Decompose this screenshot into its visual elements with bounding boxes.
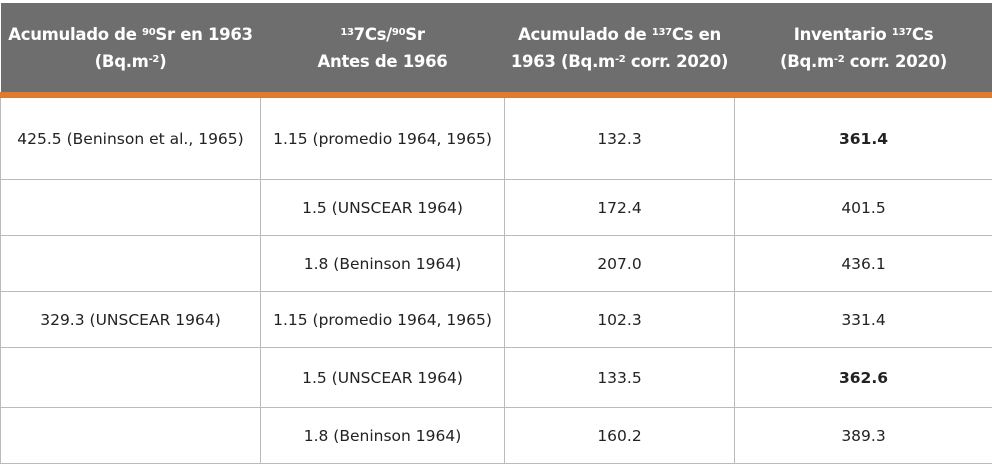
header-text: Antes de 1966: [317, 51, 448, 71]
table-cell: 172.4: [504, 179, 735, 236]
table-cell: 1.5 (UNSCEAR 1964): [260, 179, 505, 236]
table-row: 1.8 (Beninson 1964) 160.2 389.3: [0, 407, 992, 464]
table-cell: 1.8 (Beninson 1964): [260, 235, 505, 292]
header-text: Inventario: [793, 24, 892, 44]
table-row: 329.3 (UNSCEAR 1964) 1.15 (promedio 1964,…: [0, 291, 992, 348]
table-cell: 102.3: [504, 291, 735, 348]
table-cell: 1.8 (Beninson 1964): [260, 407, 505, 464]
table-cell: 133.5: [504, 347, 735, 408]
header-text: 1963 (Bq.m: [510, 51, 615, 71]
table-cell: [0, 347, 261, 408]
superscript: -2: [614, 53, 626, 65]
table-cell: 329.3 (UNSCEAR 1964): [0, 291, 261, 348]
column-header: Acumulado de 90Sr en 1963 (Bq.m-2): [0, 3, 261, 98]
header-text: (Bq.m: [779, 51, 834, 71]
header-row: Acumulado de 90Sr en 1963 (Bq.m-2) 137Cs/9…: [0, 3, 992, 98]
table-row: 1.5 (UNSCEAR 1964) 172.4 401.5: [0, 179, 992, 236]
table-cell: 361.4: [734, 94, 992, 180]
header-text: Acumulado de: [8, 24, 143, 44]
table-cell: 1.5 (UNSCEAR 1964): [260, 347, 505, 408]
header-text: (Bq.m: [94, 51, 149, 71]
header-text: ): [159, 51, 167, 71]
column-header: Inventario 137Cs (Bq.m-2 corr. 2020): [734, 3, 992, 98]
table-cell: 389.3: [734, 407, 992, 464]
table-cell: 331.4: [734, 291, 992, 348]
header-text: corr. 2020): [625, 51, 729, 71]
column-header: Acumulado de 137Cs en 1963 (Bq.m-2 corr. …: [504, 3, 735, 98]
table-cell: [0, 235, 261, 292]
table-cell: 436.1: [734, 235, 992, 292]
superscript: 90: [391, 26, 406, 38]
superscript: 137: [651, 26, 672, 38]
header-text: 7Cs/: [353, 24, 393, 44]
header-text: corr. 2020): [844, 51, 948, 71]
table-cell: 425.5 (Beninson et al., 1965): [0, 94, 261, 180]
superscript: 90: [142, 26, 156, 38]
data-table: Acumulado de 90Sr en 1963 (Bq.m-2) 137Cs/9…: [0, 3, 992, 464]
table-cell: [0, 179, 261, 236]
header-text: Sr: [405, 24, 425, 44]
table-cell: 1.15 (promedio 1964, 1965): [260, 94, 505, 180]
table-row: 1.5 (UNSCEAR 1964) 133.5 362.6: [0, 347, 992, 408]
header-text: Cs en: [671, 24, 721, 44]
header-text: Sr en 1963: [155, 24, 253, 44]
table-cell: 401.5: [734, 179, 992, 236]
superscript: -2: [833, 53, 845, 65]
table-row: 1.8 (Beninson 1964) 207.0 436.1: [0, 235, 992, 292]
table-cell: 207.0: [504, 235, 735, 292]
table-cell: [0, 407, 261, 464]
table-row: 425.5 (Beninson et al., 1965) 1.15 (prome…: [0, 94, 992, 180]
column-header: 137Cs/90Sr Antes de 1966: [260, 3, 505, 98]
header-text: Acumulado de: [518, 24, 652, 44]
table-cell: 1.15 (promedio 1964, 1965): [260, 291, 505, 348]
superscript: 137: [891, 26, 912, 38]
superscript: 13: [340, 26, 354, 38]
table-cell: 160.2: [504, 407, 735, 464]
table-cell: 362.6: [734, 347, 992, 408]
superscript: -2: [148, 53, 160, 65]
table-cell: 132.3: [504, 94, 735, 180]
header-text: Cs: [911, 24, 934, 44]
